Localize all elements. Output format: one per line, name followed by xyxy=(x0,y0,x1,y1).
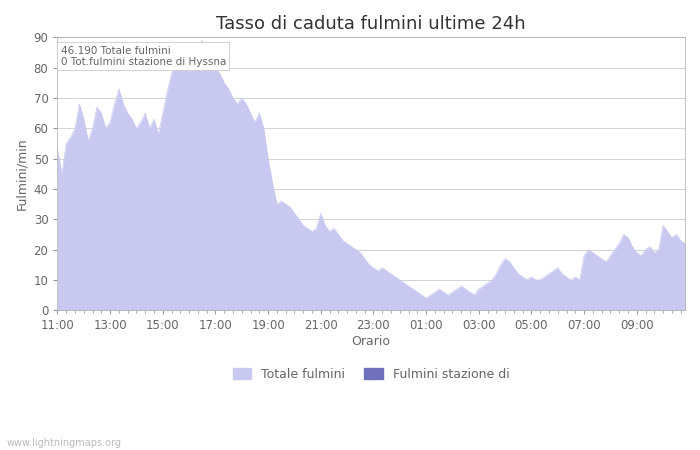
Text: www.lightningmaps.org: www.lightningmaps.org xyxy=(7,438,122,448)
Legend: Totale fulmini, Fulmini stazione di: Totale fulmini, Fulmini stazione di xyxy=(228,363,514,386)
Text: 46.190 Totale fulmini
0 Tot.fulmini stazione di Hyssna: 46.190 Totale fulmini 0 Tot.fulmini staz… xyxy=(61,45,226,67)
Title: Tasso di caduta fulmini ultime 24h: Tasso di caduta fulmini ultime 24h xyxy=(216,15,526,33)
Y-axis label: Fulmini/min: Fulmini/min xyxy=(15,138,28,210)
X-axis label: Orario: Orario xyxy=(351,335,391,348)
